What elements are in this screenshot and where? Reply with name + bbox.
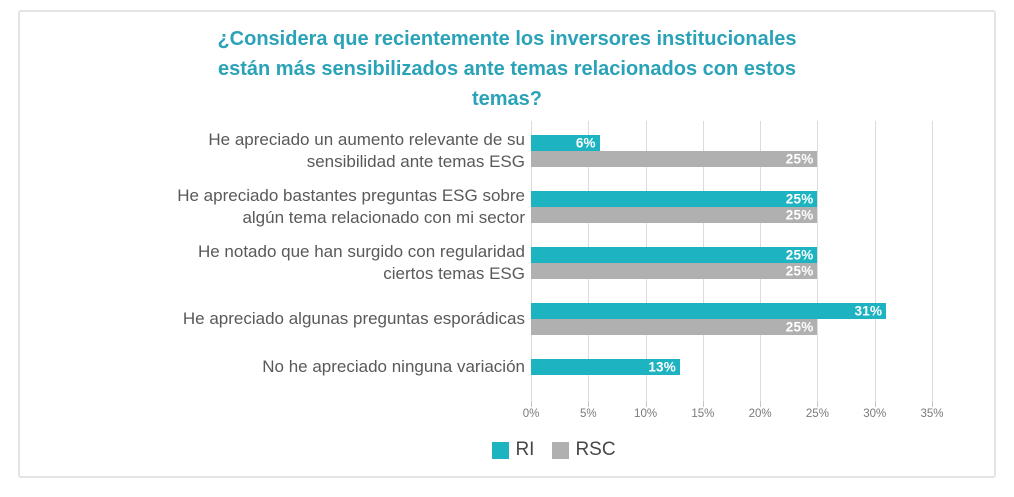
chart-title-line-2: están más sensibilizados ante temas rela… xyxy=(218,58,796,80)
category-label-5: No he apreciado ninguna variación xyxy=(262,357,525,376)
gridline-25% xyxy=(817,121,819,401)
bar-value-label-ri-5: 13% xyxy=(648,359,676,375)
bar-ri-3: 25% xyxy=(531,247,818,263)
bar-value-label-ri-1: 6% xyxy=(575,135,596,151)
bar-value-label-rsc-4: 25% xyxy=(785,319,814,335)
bar-value-label-ri-2: 25% xyxy=(785,191,814,207)
category-label-2: He apreciado bastantes preguntas ESG sob… xyxy=(177,186,525,227)
legend-swatch-ri-icon xyxy=(492,441,510,459)
bar-ri-4: 31% xyxy=(531,303,887,319)
chart-title-line-1: ¿Considera que recientemente los inverso… xyxy=(217,28,797,50)
chart-title-line-3: temas? xyxy=(471,88,543,110)
x-axis-tick-label-30%: 30% xyxy=(863,408,887,420)
chart-legend: RI RSC xyxy=(20,439,994,461)
bar-rsc-4: 25% xyxy=(531,319,818,335)
chart-card: ¿Considera que recientemente los inverso… xyxy=(18,10,996,478)
category-label-4: He apreciado algunas preguntas esporádic… xyxy=(182,309,525,328)
x-axis-tick-label-0%: 0% xyxy=(522,408,540,420)
bar-rsc-2: 25% xyxy=(531,207,818,223)
legend-item-ri: RI xyxy=(492,439,534,461)
bar-rsc-1: 25% xyxy=(531,151,818,167)
x-axis-tick-label-5%: 5% xyxy=(579,408,597,420)
gridline-35% xyxy=(932,121,933,401)
axis-tick-35% xyxy=(932,401,933,407)
legend-item-rsc: RSC xyxy=(552,439,616,461)
axis-tick-20% xyxy=(760,401,762,407)
bar-value-label-ri-3: 25% xyxy=(785,247,814,263)
x-axis-tick-label-20%: 20% xyxy=(748,408,772,420)
axis-tick-10% xyxy=(645,401,647,407)
axis-tick-0% xyxy=(531,401,532,407)
chart-title: ¿Considera que recientemente los inverso… xyxy=(20,24,994,114)
x-axis-tick-label-35%: 35% xyxy=(920,408,944,420)
axis-tick-25% xyxy=(817,401,819,407)
gridline-30% xyxy=(874,121,876,401)
bar-ri-5: 13% xyxy=(531,359,680,375)
bar-value-label-rsc-3: 25% xyxy=(785,263,814,279)
bar-ri-2: 25% xyxy=(531,191,818,207)
legend-label-ri: RI xyxy=(515,439,535,460)
axis-tick-15% xyxy=(702,401,704,407)
bar-value-label-ri-4: 31% xyxy=(854,303,883,319)
bar-value-label-rsc-1: 25% xyxy=(785,151,814,167)
bar-ri-1: 6% xyxy=(531,135,600,151)
bar-rsc-3: 25% xyxy=(531,263,818,279)
x-axis-tick-label-15%: 15% xyxy=(691,408,715,420)
category-label-3: He notado que han surgido con regularida… xyxy=(197,242,525,283)
legend-label-rsc: RSC xyxy=(575,439,616,460)
x-axis-tick-label-10%: 10% xyxy=(634,408,658,420)
axis-tick-30% xyxy=(874,401,876,407)
axis-tick-5% xyxy=(588,401,590,407)
category-label-1: He apreciado un aumento relevante de su s… xyxy=(208,130,525,171)
bar-value-label-rsc-2: 25% xyxy=(785,207,814,223)
x-axis-tick-label-25%: 25% xyxy=(805,408,829,420)
legend-swatch-rsc-icon xyxy=(552,441,570,459)
